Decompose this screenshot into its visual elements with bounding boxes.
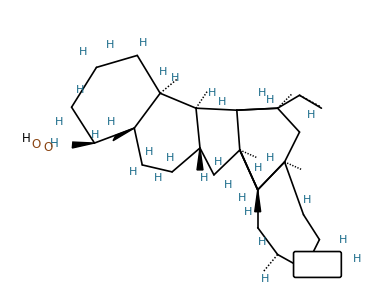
Text: H: H — [265, 153, 274, 163]
Text: H: H — [54, 117, 63, 127]
Text: H: H — [224, 180, 232, 190]
Text: H: H — [50, 137, 59, 149]
Text: H: H — [265, 95, 274, 105]
Text: H: H — [106, 40, 115, 50]
Text: H: H — [139, 37, 147, 47]
Text: H: H — [303, 195, 312, 205]
Text: H: H — [91, 130, 100, 140]
Text: O: O — [43, 140, 52, 153]
Polygon shape — [255, 190, 261, 212]
Polygon shape — [197, 148, 203, 170]
Text: O: O — [31, 137, 40, 150]
Text: H: H — [166, 153, 174, 163]
Text: H: H — [260, 275, 269, 284]
Text: H: H — [307, 110, 316, 120]
Text: H: H — [253, 163, 262, 173]
Text: H: H — [218, 97, 226, 107]
Text: H: H — [107, 117, 116, 127]
Text: H: H — [258, 236, 266, 246]
Text: H: H — [353, 255, 361, 265]
Text: H: H — [214, 157, 222, 167]
Polygon shape — [72, 142, 95, 148]
Text: H: H — [244, 207, 252, 217]
Text: H: H — [22, 132, 30, 145]
Text: H: H — [208, 88, 216, 98]
Text: H: H — [154, 173, 162, 183]
Text: H: H — [200, 173, 208, 183]
FancyBboxPatch shape — [294, 252, 341, 278]
Text: H: H — [258, 88, 266, 98]
Text: AOS: AOS — [305, 258, 330, 271]
Text: H: H — [76, 85, 85, 95]
Text: H: H — [171, 73, 179, 83]
Text: H: H — [238, 193, 246, 203]
Text: H: H — [339, 235, 348, 245]
Text: H: H — [79, 47, 88, 57]
Polygon shape — [113, 128, 134, 141]
Text: H: H — [129, 167, 138, 177]
Text: H: H — [159, 67, 167, 77]
Text: H: H — [145, 147, 153, 157]
